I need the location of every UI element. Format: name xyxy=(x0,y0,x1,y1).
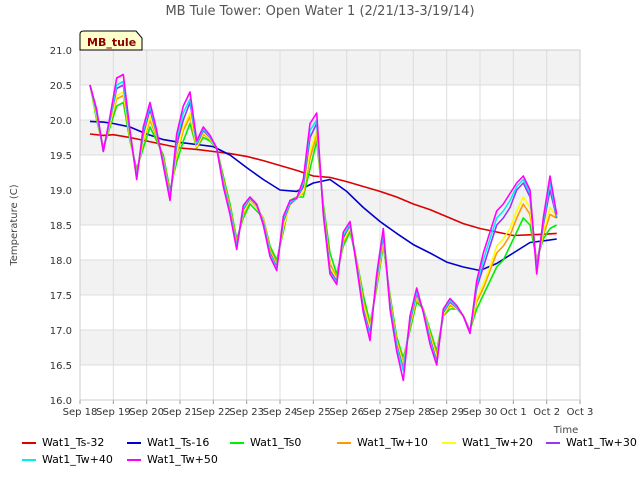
legend-item: Wat1_Ts-32 xyxy=(22,436,104,450)
axes: 16.0 16.5 17.0 17.5 18.0 18.5 19.0 19.5 20.0 20.5… xyxy=(50,46,594,418)
x-tick-label: Sep 18 xyxy=(63,407,98,418)
legend-item: Wat1_Tw+20 xyxy=(442,436,533,450)
legend-swatch xyxy=(127,442,141,444)
plot-frame xyxy=(79,49,581,401)
y-tick-label: 17.0 xyxy=(50,326,72,337)
x-tick-label: Sep 25 xyxy=(296,407,331,418)
x-tick-label: Sep 22 xyxy=(196,407,231,418)
legend-label: Wat1_Ts0 xyxy=(250,436,302,449)
y-tick-label: 16.5 xyxy=(50,361,72,372)
y-tick-label: 19.0 xyxy=(50,186,72,197)
site-badge: MB_tule xyxy=(79,30,143,51)
x-tick-label: Sep 28 xyxy=(396,407,431,418)
legend-swatch xyxy=(22,459,36,461)
legend-item: Wat1_Ts-16 xyxy=(127,436,209,450)
y-tick-label: 20.0 xyxy=(50,116,72,127)
legend-swatch xyxy=(230,442,244,444)
y-tick-label: 16.0 xyxy=(50,396,72,407)
x-tick-label: Oct 1 xyxy=(500,407,527,418)
legend-swatch xyxy=(546,442,560,444)
x-tick-label: Sep 20 xyxy=(129,407,164,418)
x-tick-label: Oct 3 xyxy=(567,407,594,418)
site-badge-label: MB_tule xyxy=(87,36,136,49)
legend-swatch xyxy=(127,459,141,461)
plot-band xyxy=(80,120,580,155)
x-tick-label: Sep 27 xyxy=(363,407,398,418)
series-layer xyxy=(89,73,558,382)
x-tick-label: Sep 23 xyxy=(229,407,264,418)
x-tick-label: Sep 30 xyxy=(463,407,498,418)
y-tick-label: 21.0 xyxy=(50,46,72,57)
legend-label: Wat1_Tw+50 xyxy=(147,453,218,466)
y-tick-label: 19.5 xyxy=(50,151,72,162)
series-line-wat1-tw-50 xyxy=(89,73,558,382)
x-tick-label: Sep 21 xyxy=(163,407,198,418)
legend-label: Wat1_Tw+40 xyxy=(42,453,113,466)
plot-band xyxy=(80,50,580,85)
legend-label: Wat1_Tw+30 xyxy=(566,436,637,449)
legend-label: Wat1_Ts-16 xyxy=(147,436,210,449)
y-tick-label: 18.0 xyxy=(50,256,72,267)
plot-band xyxy=(80,330,580,365)
series-line-wat1-ts-32 xyxy=(89,133,557,237)
legend-swatch xyxy=(22,442,36,444)
y-tick-label: 18.5 xyxy=(50,221,72,232)
x-tick-label: Sep 29 xyxy=(429,407,464,418)
legend-swatch xyxy=(442,442,456,444)
legend-item: Wat1_Tw+30 xyxy=(546,436,637,450)
x-tick-label: Sep 26 xyxy=(329,407,364,418)
x-tick-label: Sep 24 xyxy=(263,407,298,418)
legend-swatch xyxy=(337,442,351,444)
legend-item: Wat1_Tw+50 xyxy=(127,453,218,467)
legend-label: Wat1_Ts-32 xyxy=(42,436,105,449)
x-axis-label: Time xyxy=(553,425,578,436)
legend-item: Wat1_Tw+40 xyxy=(22,453,113,467)
legend-item: Wat1_Ts0 xyxy=(230,436,301,450)
chart-title: MB Tule Tower: Open Water 1 (2/21/13-3/1… xyxy=(165,4,474,19)
y-axis-label: Temperature (C) xyxy=(9,184,20,266)
y-tick-label: 17.5 xyxy=(50,291,72,302)
legend-item: Wat1_Tw+10 xyxy=(337,436,428,450)
legend-label: Wat1_Tw+20 xyxy=(462,436,533,449)
x-tick-label: Sep 19 xyxy=(96,407,131,418)
y-tick-label: 20.5 xyxy=(50,81,72,92)
x-tick-label: Oct 2 xyxy=(533,407,560,418)
legend-label: Wat1_Tw+10 xyxy=(357,436,428,449)
